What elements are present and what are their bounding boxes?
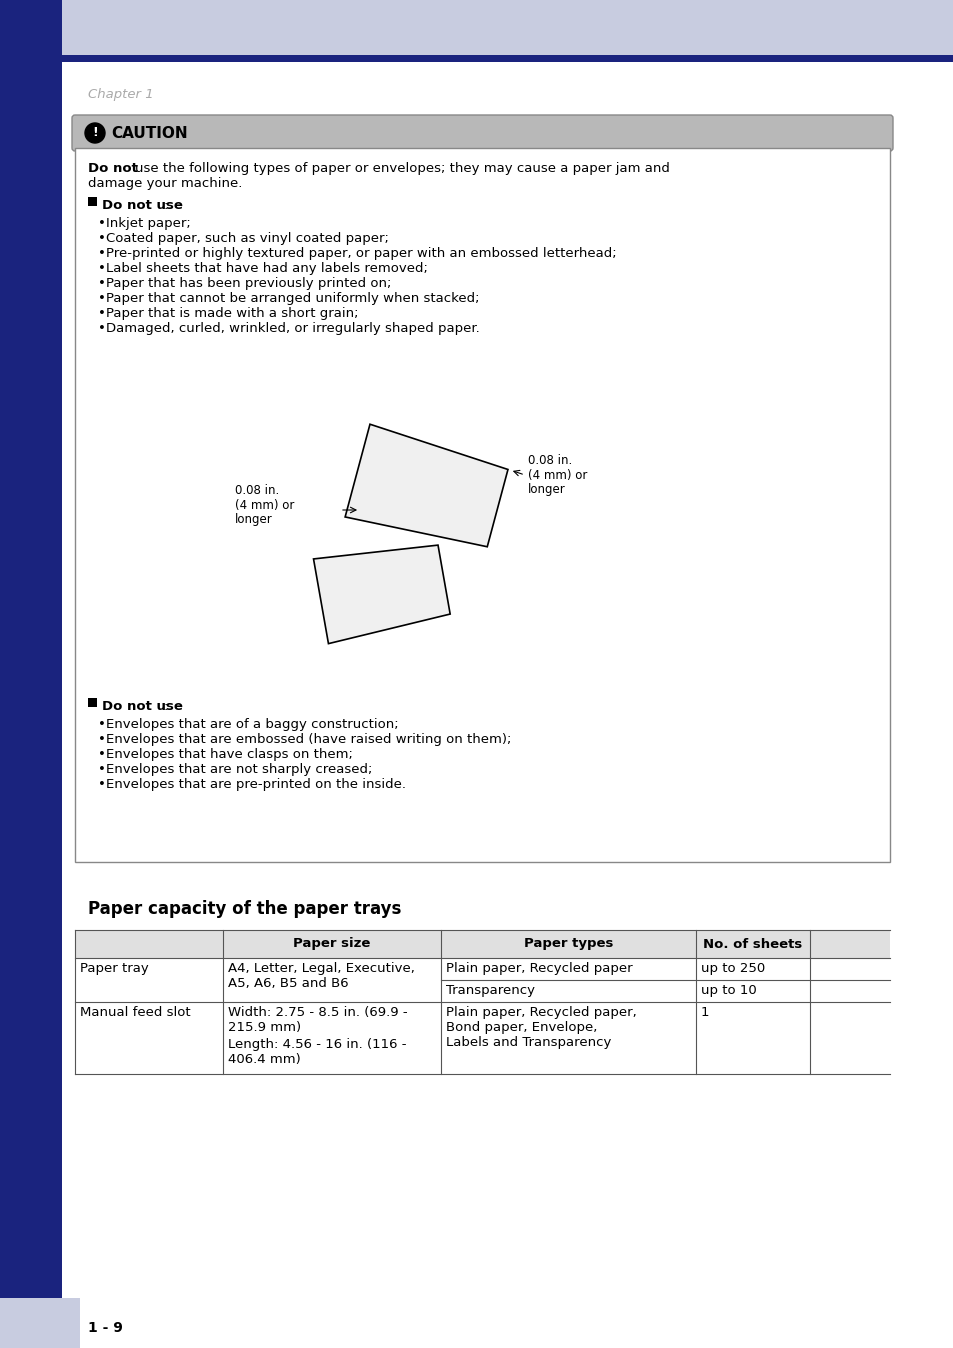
Text: Paper capacity of the paper trays: Paper capacity of the paper trays bbox=[88, 900, 401, 918]
Bar bbox=[0, 1298, 80, 1348]
Text: •: • bbox=[98, 262, 106, 275]
Text: use the following types of paper or envelopes; they may cause a paper jam and: use the following types of paper or enve… bbox=[135, 162, 669, 175]
Text: Transparency: Transparency bbox=[446, 984, 535, 998]
Text: Length: 4.56 - 16 in. (116 -: Length: 4.56 - 16 in. (116 - bbox=[228, 1038, 406, 1051]
Polygon shape bbox=[345, 425, 507, 547]
Text: •: • bbox=[98, 748, 106, 762]
Text: Bond paper, Envelope,: Bond paper, Envelope, bbox=[446, 1020, 597, 1034]
Text: 215.9 mm): 215.9 mm) bbox=[228, 1020, 301, 1034]
Text: •: • bbox=[98, 232, 106, 245]
Text: No. of sheets: No. of sheets bbox=[702, 937, 801, 950]
Bar bbox=[0, 0, 953, 55]
Text: Coated paper, such as vinyl coated paper;: Coated paper, such as vinyl coated paper… bbox=[106, 232, 389, 245]
Text: Envelopes that are pre-printed on the inside.: Envelopes that are pre-printed on the in… bbox=[106, 778, 406, 791]
Bar bbox=[0, 0, 62, 1348]
Bar bbox=[75, 148, 889, 861]
Text: 0.08 in.
(4 mm) or
longer: 0.08 in. (4 mm) or longer bbox=[234, 484, 294, 527]
Text: Paper that cannot be arranged uniformly when stacked;: Paper that cannot be arranged uniformly … bbox=[106, 293, 479, 305]
Bar bbox=[88, 197, 97, 206]
Text: Do not use: Do not use bbox=[102, 700, 183, 713]
Text: Envelopes that are embossed (have raised writing on them);: Envelopes that are embossed (have raised… bbox=[106, 733, 511, 745]
Text: •: • bbox=[98, 322, 106, 336]
Text: Paper tray: Paper tray bbox=[80, 962, 149, 975]
Text: Pre-printed or highly textured paper, or paper with an embossed letterhead;: Pre-printed or highly textured paper, or… bbox=[106, 247, 616, 260]
Text: 0.08 in.
(4 mm) or
longer: 0.08 in. (4 mm) or longer bbox=[527, 453, 587, 496]
Text: damage your machine.: damage your machine. bbox=[88, 177, 242, 190]
Text: •: • bbox=[98, 778, 106, 791]
Text: Paper size: Paper size bbox=[293, 937, 371, 950]
Text: Plain paper, Recycled paper,: Plain paper, Recycled paper, bbox=[446, 1006, 636, 1019]
Text: •: • bbox=[98, 247, 106, 260]
Bar bbox=[75, 930, 889, 958]
Polygon shape bbox=[314, 545, 450, 643]
Text: !: ! bbox=[92, 127, 98, 139]
Text: •: • bbox=[98, 217, 106, 231]
Text: A5, A6, B5 and B6: A5, A6, B5 and B6 bbox=[228, 977, 348, 989]
Text: Manual feed slot: Manual feed slot bbox=[80, 1006, 191, 1019]
Text: •: • bbox=[98, 276, 106, 290]
Text: Envelopes that are of a baggy construction;: Envelopes that are of a baggy constructi… bbox=[106, 718, 398, 731]
Text: Damaged, curled, wrinkled, or irregularly shaped paper.: Damaged, curled, wrinkled, or irregularl… bbox=[106, 322, 479, 336]
FancyBboxPatch shape bbox=[71, 115, 892, 151]
Text: CAUTION: CAUTION bbox=[111, 125, 188, 140]
Text: Paper types: Paper types bbox=[523, 937, 613, 950]
Bar bbox=[88, 698, 97, 706]
Text: Envelopes that are not sharply creased;: Envelopes that are not sharply creased; bbox=[106, 763, 372, 776]
Text: up to 250: up to 250 bbox=[700, 962, 764, 975]
Text: 1: 1 bbox=[700, 1006, 709, 1019]
Text: up to 10: up to 10 bbox=[700, 984, 756, 998]
Circle shape bbox=[85, 123, 105, 143]
Text: Do not: Do not bbox=[88, 162, 138, 175]
Text: 406.4 mm): 406.4 mm) bbox=[228, 1053, 300, 1066]
Bar bbox=[62, 55, 953, 62]
Text: A4, Letter, Legal, Executive,: A4, Letter, Legal, Executive, bbox=[228, 962, 415, 975]
Text: Paper that has been previously printed on;: Paper that has been previously printed o… bbox=[106, 276, 391, 290]
Text: Inkjet paper;: Inkjet paper; bbox=[106, 217, 191, 231]
Text: Width: 2.75 - 8.5 in. (69.9 -: Width: 2.75 - 8.5 in. (69.9 - bbox=[228, 1006, 407, 1019]
Text: Do not use: Do not use bbox=[102, 200, 183, 212]
Text: 1 - 9: 1 - 9 bbox=[88, 1321, 123, 1335]
Text: Plain paper, Recycled paper: Plain paper, Recycled paper bbox=[446, 962, 632, 975]
Text: :: : bbox=[164, 700, 168, 713]
Text: Paper that is made with a short grain;: Paper that is made with a short grain; bbox=[106, 307, 358, 319]
Text: Label sheets that have had any labels removed;: Label sheets that have had any labels re… bbox=[106, 262, 428, 275]
Text: Envelopes that have clasps on them;: Envelopes that have clasps on them; bbox=[106, 748, 353, 762]
Text: •: • bbox=[98, 307, 106, 319]
Text: Chapter 1: Chapter 1 bbox=[88, 88, 153, 101]
Text: •: • bbox=[98, 763, 106, 776]
Text: •: • bbox=[98, 718, 106, 731]
Text: :: : bbox=[164, 200, 168, 212]
Text: •: • bbox=[98, 293, 106, 305]
Text: Labels and Transparency: Labels and Transparency bbox=[446, 1037, 611, 1049]
Text: •: • bbox=[98, 733, 106, 745]
